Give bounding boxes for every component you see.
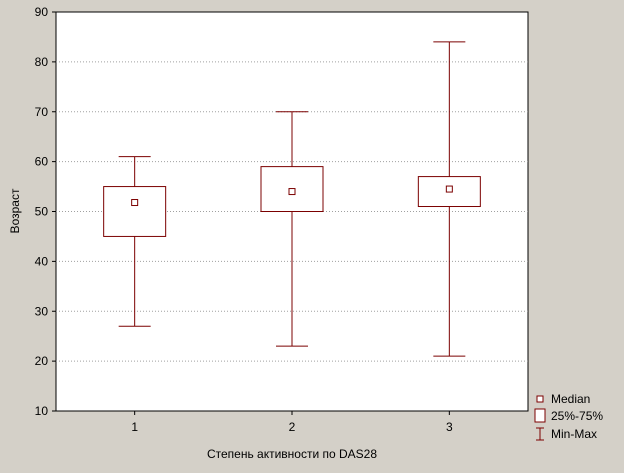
median-marker xyxy=(131,199,139,207)
y-tick-label: 20 xyxy=(35,354,49,368)
median-marker xyxy=(288,188,296,196)
x-tick-label: 3 xyxy=(446,420,453,434)
x-axis-label: Степень активности по DAS28 xyxy=(207,447,377,461)
box-group-3 xyxy=(417,41,481,357)
y-tick-label: 40 xyxy=(35,254,49,268)
legend-median-label: Median xyxy=(551,392,590,406)
y-tick-label: 30 xyxy=(35,304,49,318)
x-tick-label: 2 xyxy=(289,420,296,434)
y-tick-label: 70 xyxy=(35,105,49,119)
y-axis: 10 20 30 40 50 60 70 80 90 xyxy=(35,5,56,418)
legend-box-label: 25%-75% xyxy=(551,409,603,423)
legend-whisker-label: Min-Max xyxy=(551,427,597,441)
y-tick-label: 90 xyxy=(35,5,49,19)
legend: Median 25%-75% Min-Max xyxy=(534,392,603,441)
y-tick-label: 80 xyxy=(35,55,49,69)
boxes-layer xyxy=(103,41,481,357)
legend-box-swatch xyxy=(534,408,546,423)
x-tick-label: 1 xyxy=(131,420,138,434)
x-axis: 1 2 3 xyxy=(131,411,453,434)
y-tick-label: 10 xyxy=(35,404,49,418)
y-axis-label: Возраст xyxy=(8,188,22,233)
box-group-1 xyxy=(103,156,167,327)
legend-median-swatch xyxy=(536,395,544,403)
y-tick-label: 60 xyxy=(35,155,49,169)
y-tick-label: 50 xyxy=(35,205,49,219)
median-marker xyxy=(445,185,453,193)
box-group-2 xyxy=(260,111,324,347)
iqr-box xyxy=(103,186,167,237)
